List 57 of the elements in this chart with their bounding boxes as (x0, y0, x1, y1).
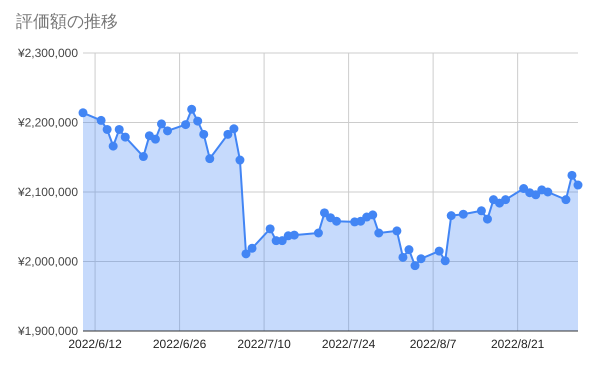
point (416, 254, 426, 264)
point (434, 246, 444, 256)
point (241, 249, 250, 258)
point (404, 245, 414, 254)
point (114, 124, 124, 134)
point (314, 228, 323, 238)
point (229, 124, 238, 134)
y-tick-label: ¥2,200,000 (16, 116, 78, 130)
point (332, 216, 342, 226)
x-tick-label: 2022/8/7 (410, 337, 457, 351)
y-tick-label: ¥2,000,000 (16, 254, 78, 268)
point (567, 170, 576, 180)
point (102, 124, 112, 134)
point (368, 210, 378, 220)
point (235, 156, 244, 165)
point (543, 188, 552, 196)
point (320, 208, 329, 218)
point (156, 119, 166, 128)
point (138, 152, 148, 162)
point (290, 230, 299, 240)
point (531, 190, 540, 200)
point (187, 104, 196, 114)
x-tick-label: 2022/8/21 (490, 337, 545, 351)
point (193, 116, 202, 126)
y-tick-label: ¥2,100,000 (16, 185, 78, 199)
point (482, 214, 492, 224)
y-tick-label: ¥1,900,000 (16, 324, 78, 338)
x-tick-label: 2022/7/24 (322, 337, 376, 351)
point (519, 184, 528, 194)
point (120, 132, 130, 142)
point (205, 154, 214, 164)
point (374, 228, 384, 238)
x-tick-label: 2022/7/10 (237, 337, 292, 351)
y-tick-label: ¥2,300,000 (16, 46, 78, 60)
point (78, 108, 88, 118)
point (458, 210, 468, 219)
point (501, 195, 510, 204)
point (248, 244, 257, 253)
x-tick-label: 2022/6/26 (152, 337, 207, 351)
chart-title: 評価額の推移 (16, 12, 118, 31)
point (163, 126, 172, 136)
point (446, 211, 456, 220)
point (561, 195, 570, 204)
point (181, 120, 190, 130)
point (266, 224, 275, 234)
point (574, 180, 582, 190)
point (476, 206, 486, 216)
point (108, 142, 118, 151)
point (96, 116, 106, 125)
point (150, 134, 160, 144)
point (398, 252, 408, 262)
point (223, 130, 232, 139)
point (392, 226, 402, 236)
point (410, 261, 420, 270)
point (199, 130, 208, 139)
x-tick-label: 2022/6/12 (68, 337, 122, 351)
point (440, 256, 450, 266)
